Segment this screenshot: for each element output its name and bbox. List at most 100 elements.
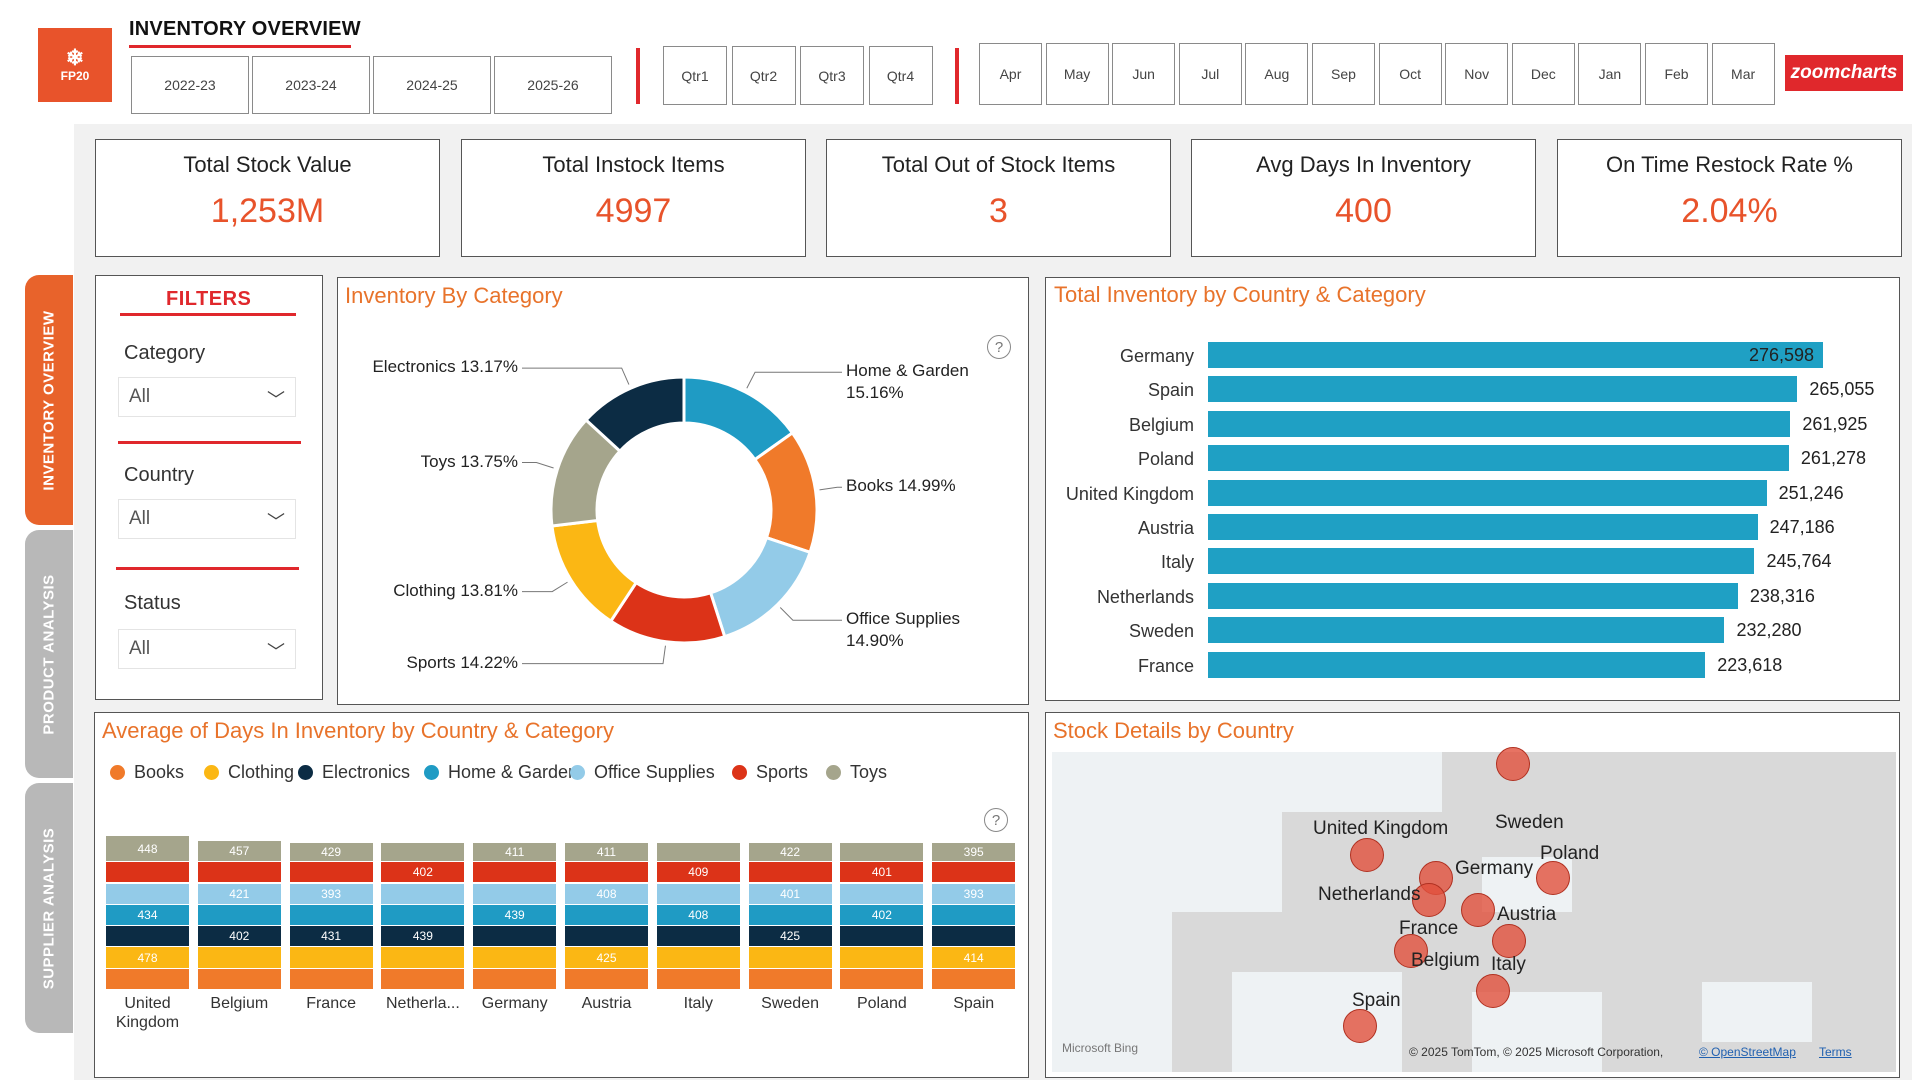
stacked-segment-office-supplies[interactable]: 401 (748, 883, 832, 904)
stacked-segment-electronics[interactable]: 439 (381, 926, 465, 947)
stacked-segment-clothing[interactable] (840, 947, 924, 968)
stacked-segment-toys[interactable]: 448 (106, 835, 189, 862)
stacked-segment-books[interactable] (748, 968, 832, 989)
donut-slice-office-supplies[interactable] (708, 535, 812, 639)
zoomcharts-badge[interactable]: zoomcharts (1785, 55, 1903, 91)
stacked-segment-books[interactable] (840, 968, 924, 989)
stacked-segment-electronics[interactable] (656, 926, 740, 947)
stacked-segment-office-supplies[interactable] (473, 883, 557, 904)
stacked-segment-books[interactable] (289, 968, 373, 989)
month-button-nov[interactable]: Nov (1445, 43, 1509, 105)
quarter-button-qtr3[interactable]: Qtr3 (800, 46, 864, 105)
stacked-segment-home-garden[interactable] (197, 904, 281, 926)
map-bubble[interactable] (1394, 934, 1428, 968)
country-bar[interactable] (1208, 548, 1755, 575)
quarter-button-qtr1[interactable]: Qtr1 (663, 46, 727, 105)
stacked-segment-sports[interactable] (106, 862, 189, 883)
stacked-segment-office-supplies[interactable] (106, 883, 189, 904)
terms-link[interactable]: Terms (1819, 1045, 1852, 1059)
year-button-2024-25[interactable]: 2024-25 (373, 56, 491, 114)
map-bubble[interactable] (1492, 924, 1526, 958)
map-bubble[interactable] (1412, 883, 1446, 917)
donut-slice-electronics[interactable] (583, 375, 686, 454)
stacked-segment-electronics[interactable] (840, 926, 924, 947)
tab-inventory-overview[interactable]: INVENTORY OVERVIEW (25, 275, 73, 525)
month-button-apr[interactable]: Apr (979, 43, 1042, 105)
stacked-segment-office-supplies[interactable]: 393 (289, 883, 373, 904)
legend-item-books[interactable]: Books (110, 762, 184, 783)
stacked-segment-home-garden[interactable]: 402 (840, 904, 924, 926)
country-bar[interactable] (1208, 582, 1738, 609)
stacked-segment-electronics[interactable] (565, 926, 648, 947)
month-button-jul[interactable]: Jul (1178, 43, 1242, 105)
stacked-segment-clothing[interactable] (197, 947, 281, 968)
stacked-segment-electronics[interactable]: 402 (197, 926, 281, 947)
stacked-segment-books[interactable] (656, 968, 740, 989)
month-button-jan[interactable]: Jan (1578, 43, 1642, 105)
month-button-feb[interactable]: Feb (1645, 43, 1708, 105)
stacked-segment-books[interactable] (932, 968, 1016, 989)
country-bar[interactable] (1208, 651, 1706, 678)
stacked-segment-clothing[interactable] (381, 947, 465, 968)
stacked-segment-sports[interactable]: 409 (656, 862, 740, 883)
stacked-segment-toys[interactable]: 422 (748, 842, 832, 862)
map-bubble[interactable] (1343, 1009, 1377, 1043)
stacked-segment-books[interactable] (565, 968, 648, 989)
stacked-segment-toys[interactable] (381, 842, 465, 862)
country-bar[interactable] (1208, 479, 1767, 506)
stacked-segment-toys[interactable]: 411 (473, 842, 557, 862)
stacked-segment-clothing[interactable] (289, 947, 373, 968)
stacked-segment-home-garden[interactable]: 434 (106, 904, 189, 926)
stacked-segment-home-garden[interactable] (932, 904, 1016, 926)
osm-link[interactable]: © OpenStreetMap (1699, 1045, 1796, 1059)
stacked-segment-books[interactable] (106, 968, 189, 989)
stacked-segment-office-supplies[interactable]: 421 (197, 883, 281, 904)
stacked-segment-electronics[interactable] (473, 926, 557, 947)
map-bubble[interactable] (1476, 974, 1510, 1008)
year-button-2023-24[interactable]: 2023-24 (252, 56, 370, 114)
country-bar[interactable] (1208, 342, 1823, 368)
stacked-segment-home-garden[interactable]: 408 (656, 904, 740, 926)
stacked-segment-office-supplies[interactable]: 393 (932, 883, 1016, 904)
stacked-segment-clothing[interactable] (656, 947, 740, 968)
quarter-button-qtr4[interactable]: Qtr4 (868, 46, 933, 105)
stacked-segment-sports[interactable]: 402 (381, 862, 465, 883)
map-bubble[interactable] (1496, 747, 1530, 781)
help-icon[interactable]: ? (987, 335, 1011, 359)
country-bar[interactable] (1208, 445, 1789, 472)
country-bar[interactable] (1208, 410, 1791, 437)
help-icon[interactable]: ? (984, 808, 1008, 832)
country-bar[interactable] (1208, 514, 1758, 540)
filter-category-dropdown[interactable]: All ﹀ (118, 377, 296, 417)
year-button-2022-23[interactable]: 2022-23 (131, 56, 249, 114)
map-bubble[interactable] (1536, 861, 1570, 895)
month-button-may[interactable]: May (1045, 43, 1109, 105)
stacked-segment-toys[interactable]: 395 (932, 842, 1016, 862)
stacked-segment-home-garden[interactable] (748, 904, 832, 926)
stacked-segment-clothing[interactable]: 414 (932, 947, 1016, 968)
tab-supplier-analysis[interactable]: SUPPLIER ANALYSIS (25, 783, 73, 1033)
stacked-segment-home-garden[interactable]: 439 (473, 904, 557, 926)
stacked-segment-sports[interactable] (748, 862, 832, 883)
stacked-segment-books[interactable] (381, 968, 465, 989)
map-bubble[interactable] (1350, 838, 1384, 872)
stacked-segment-home-garden[interactable] (565, 904, 648, 926)
stacked-segment-clothing[interactable] (748, 947, 832, 968)
stacked-segment-books[interactable] (197, 968, 281, 989)
stacked-segment-electronics[interactable]: 425 (748, 926, 832, 947)
stacked-segment-sports[interactable]: 401 (840, 862, 924, 883)
stacked-segment-home-garden[interactable] (289, 904, 373, 926)
month-button-oct[interactable]: Oct (1378, 43, 1442, 105)
stacked-segment-office-supplies[interactable] (840, 883, 924, 904)
filter-country-dropdown[interactable]: All ﹀ (118, 499, 296, 539)
month-button-jun[interactable]: Jun (1112, 43, 1176, 105)
stacked-segment-toys[interactable] (840, 842, 924, 862)
stacked-segment-office-supplies[interactable] (656, 883, 740, 904)
month-button-dec[interactable]: Dec (1511, 43, 1575, 105)
stacked-segment-toys[interactable]: 411 (565, 842, 648, 862)
legend-item-office-supplies[interactable]: Office Supplies (570, 762, 715, 783)
stacked-segment-electronics[interactable] (932, 926, 1016, 947)
month-button-mar[interactable]: Mar (1711, 43, 1775, 105)
stacked-segment-home-garden[interactable] (381, 904, 465, 926)
stacked-segment-clothing[interactable]: 425 (565, 947, 648, 968)
